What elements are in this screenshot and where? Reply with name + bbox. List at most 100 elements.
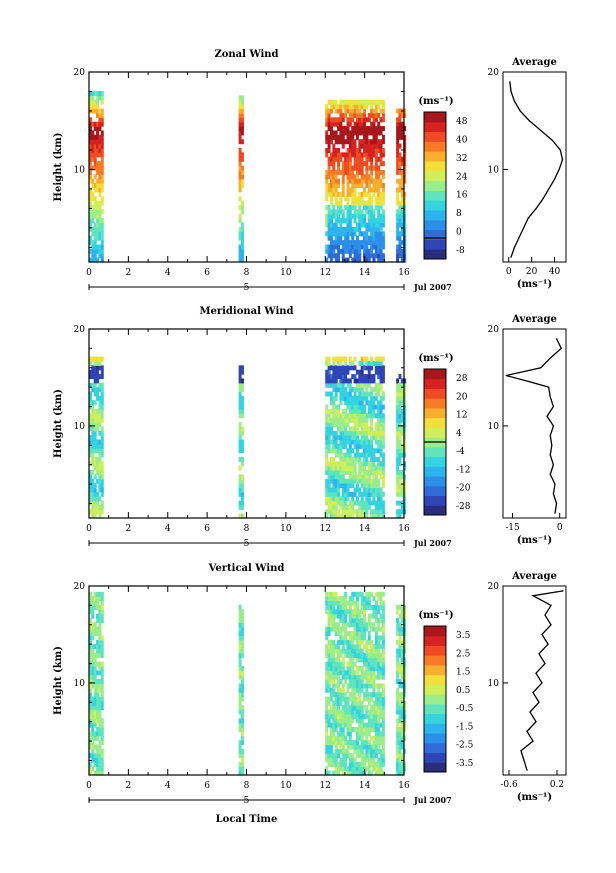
heatmap-cell <box>403 722 407 728</box>
heatmap-cell <box>360 417 364 423</box>
heatmap-cell <box>360 439 364 445</box>
heatmap-cell <box>238 126 242 132</box>
heatmap-cell <box>327 613 331 619</box>
heatmap-cell <box>348 679 352 685</box>
heatmap-cell <box>377 222 381 228</box>
heatmap-cell <box>344 165 348 171</box>
heatmap-cell <box>403 631 407 637</box>
heatmap-cell <box>329 121 333 127</box>
heatmap-cell <box>381 452 385 458</box>
panel-title: Vertical Wind <box>208 563 285 574</box>
heatmap-cell <box>91 504 95 510</box>
heatmap-cell <box>381 126 385 132</box>
heatmap-cell <box>372 648 376 654</box>
heatmap-cell <box>379 413 383 419</box>
heatmap-cell <box>398 213 402 219</box>
heatmap-cell <box>381 705 385 711</box>
heatmap-cell <box>240 104 244 110</box>
heatmap-cell <box>360 722 364 728</box>
heatmap-cell <box>381 470 385 475</box>
heatmap-cell <box>400 218 404 224</box>
heatmap-cell <box>351 770 355 776</box>
heatmap-cell <box>89 452 92 458</box>
heatmap-cell <box>358 731 362 737</box>
heatmap-cell <box>344 231 348 237</box>
heatmap-cell <box>372 240 376 246</box>
heatmap-cell <box>96 504 100 510</box>
heatmap-cell <box>339 613 343 619</box>
heatmap-cell <box>353 600 357 606</box>
heatmap-cell <box>100 130 104 136</box>
heatmap-cell <box>355 378 359 384</box>
heatmap-cell <box>360 360 364 366</box>
heatmap-cell <box>377 430 381 436</box>
heatmap-cell <box>238 183 242 189</box>
heatmap-cell <box>337 665 341 671</box>
heatmap-cell <box>403 430 407 436</box>
heatmap-cell <box>377 231 381 237</box>
heatmap-cell <box>346 644 350 650</box>
heatmap-cell <box>329 665 333 671</box>
heatmap-cell <box>96 152 100 158</box>
heatmap-cell <box>346 117 350 123</box>
heatmap-cell <box>367 483 371 489</box>
heatmap-cell <box>344 126 348 132</box>
heatmap-cell <box>396 679 400 685</box>
heatmap-cell <box>355 500 359 506</box>
heatmap-cell <box>332 740 336 746</box>
heatmap-cell <box>93 696 97 702</box>
heatmap-cell <box>89 161 92 167</box>
heatmap-cell <box>332 657 336 663</box>
heatmap-cell <box>89 692 92 698</box>
heatmap-cell <box>100 757 104 763</box>
y-tick-label: 10 <box>74 422 86 432</box>
heatmap-cell <box>353 365 357 371</box>
heatmap-cell <box>400 134 404 140</box>
heatmap-cell <box>346 235 350 241</box>
heatmap-cell <box>398 161 402 167</box>
heatmap-cell <box>341 387 345 393</box>
heatmap-cell <box>91 257 95 263</box>
profile-frame <box>502 328 567 519</box>
heatmap-cell <box>334 196 338 202</box>
heatmap-cell <box>398 374 402 380</box>
heatmap-cell <box>89 483 92 489</box>
heatmap-cell <box>377 722 381 728</box>
heatmap-cell <box>358 456 362 462</box>
heatmap-cell <box>358 722 362 728</box>
heatmap-cell <box>96 735 100 741</box>
heatmap-cell <box>351 139 355 145</box>
heatmap-cell <box>367 713 371 719</box>
heatmap-cell <box>93 500 97 506</box>
heatmap-cell <box>98 639 102 645</box>
heatmap-cell <box>374 356 378 362</box>
heatmap-cell <box>238 700 242 706</box>
heatmap-cell <box>89 731 92 737</box>
heatmap-cell <box>332 483 336 489</box>
heatmap-cell <box>396 126 400 132</box>
heatmap-cell <box>396 226 400 232</box>
heatmap-cell <box>351 430 355 436</box>
heatmap-cell <box>351 174 355 180</box>
heatmap-cell <box>329 670 333 676</box>
heatmap-cell <box>325 665 329 671</box>
heatmap-cell <box>360 382 364 388</box>
heatmap-cell <box>360 591 364 597</box>
heatmap-cell <box>332 443 336 449</box>
heatmap-cell <box>398 757 402 763</box>
heatmap-cell <box>355 99 359 105</box>
heatmap-cell <box>325 500 329 506</box>
heatmap-cell <box>360 178 364 184</box>
heatmap-cell <box>327 369 331 375</box>
heatmap-cell <box>351 439 355 445</box>
heatmap-cell <box>370 178 374 184</box>
heatmap-cell <box>341 240 345 246</box>
heatmap-cell <box>355 448 359 454</box>
heatmap-cell <box>398 439 402 445</box>
heatmap-cell <box>337 748 341 754</box>
heatmap-cell <box>348 413 352 419</box>
heatmap-cell <box>337 360 341 366</box>
heatmap-cell <box>238 430 242 436</box>
heatmap-cell <box>396 456 400 462</box>
heatmap-cell <box>91 165 95 171</box>
